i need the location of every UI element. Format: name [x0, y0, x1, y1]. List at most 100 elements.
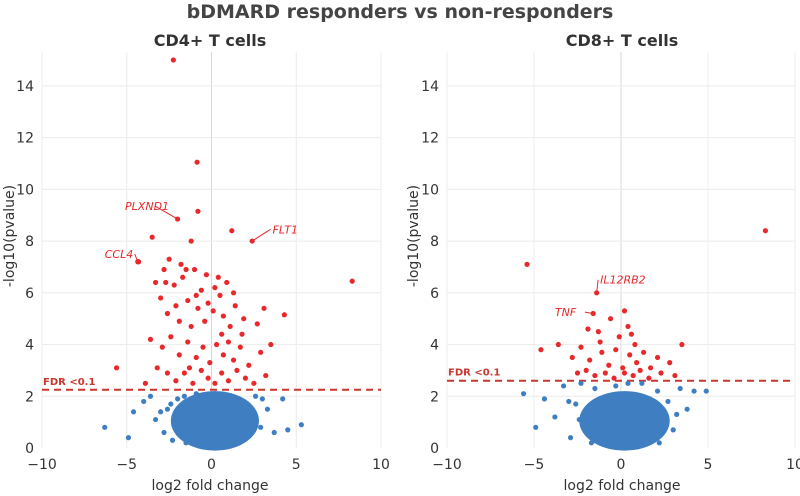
significant-gene-point — [620, 365, 626, 371]
non-significant-gene-point — [207, 429, 213, 436]
volcano-plot-cd4: FDR <0.1 PLXND1 CCL4 FLT1 −10 −5 0 5 10 0 2 4 6 8 10… — [2, 31, 390, 494]
significant-gene-point — [599, 349, 605, 355]
significant-gene-point — [198, 367, 204, 373]
significant-gene-point — [159, 344, 165, 350]
significant-gene-point — [241, 316, 247, 322]
fdr-threshold: FDR <0.1 — [42, 377, 381, 391]
non-significant-gene-point — [203, 398, 210, 405]
y-tick-label: 14 — [421, 79, 439, 95]
y-tick-label: 4 — [430, 338, 439, 354]
significant-gene-point — [202, 318, 208, 324]
gene-label-leader — [134, 253, 139, 262]
significant-gene-point — [646, 375, 652, 381]
significant-gene-point — [647, 365, 654, 371]
non-significant-gene-point — [541, 396, 548, 402]
non-significant-gene-point — [175, 396, 181, 402]
significant-gene-point — [180, 274, 186, 280]
grid — [41, 52, 382, 448]
non-significant-gene-point — [630, 429, 636, 436]
gene-label-leader — [584, 311, 594, 314]
significant-gene-point — [191, 266, 198, 273]
significant-gene-point — [616, 334, 622, 340]
non-significant-gene-point — [670, 427, 676, 433]
significant-gene-point — [637, 367, 643, 373]
non-significant-gene-point — [285, 427, 291, 433]
significant-gene-point — [654, 354, 661, 361]
fdr-threshold: FDR <0.1 — [447, 368, 795, 382]
significant-gene-point — [113, 365, 120, 371]
axis-ticks: −10 −5 0 5 10 0 2 4 6 8 10 12 14 — [16, 79, 390, 473]
non-significant-gene-point — [583, 422, 589, 428]
significant-gene-point — [227, 323, 233, 330]
significant-gene-point — [234, 367, 240, 373]
significant-gene-point — [147, 336, 154, 342]
significant-gene-point — [219, 370, 225, 376]
non-significant-gene-point — [684, 406, 690, 412]
x-tick-label: −10 — [432, 457, 462, 473]
significant-gene-point — [261, 305, 267, 311]
significant-gene-point — [198, 287, 204, 293]
significant-gene-point — [163, 279, 169, 286]
significant-gene-point — [152, 279, 159, 286]
significant-gene-point — [164, 370, 171, 376]
non-significant-gene-point — [634, 424, 640, 430]
gene-annotations: IL12RB2 TNF — [555, 274, 646, 319]
y-tick-label: 8 — [430, 234, 439, 250]
significant-gene-point — [621, 370, 628, 376]
gene-label-leader — [596, 279, 599, 293]
x-tick-label: 5 — [292, 457, 301, 473]
non-significant-gene-point — [224, 393, 230, 399]
x-tick-label: 10 — [372, 457, 390, 473]
significant-gene-point — [161, 266, 167, 273]
significant-gene-point — [188, 238, 194, 244]
non-significant-gene-point — [599, 416, 605, 423]
significant-gene-point — [185, 339, 191, 345]
significant-gene-point — [154, 365, 160, 371]
x-tick-label: −10 — [27, 457, 57, 473]
axis-ticks: −10 −5 0 5 10 0 2 4 6 8 10 12 14 — [421, 79, 800, 473]
non-significant-gene-point — [181, 393, 187, 399]
non-significant-gene-point — [227, 432, 233, 438]
gene-label-leader — [154, 205, 178, 220]
non-significant-gene-point — [178, 419, 184, 425]
significant-gene-point — [217, 292, 223, 298]
significant-gene-point — [170, 57, 176, 63]
significant-gene-point — [268, 341, 274, 348]
significant-gene-point — [207, 360, 213, 366]
non-significant-gene-point — [193, 391, 199, 397]
non-significant-gene-point — [613, 383, 619, 389]
non-significant-gene-point — [229, 398, 235, 405]
non-significant-gene-point — [183, 440, 189, 446]
significant-gene-point — [166, 256, 172, 262]
gene-label: CCL4 — [105, 248, 134, 261]
non-significant-gene-point — [130, 409, 137, 415]
y-tick-label: 0 — [430, 441, 439, 457]
significant-gene-point — [173, 303, 179, 309]
non-significant-gene-point — [618, 414, 624, 420]
significant-gene-point — [667, 360, 673, 366]
non-significant-gene-point — [703, 388, 709, 394]
significant-gene-point — [569, 354, 575, 361]
non-significant-gene-point — [161, 429, 167, 436]
non-significant-gene-point — [200, 442, 206, 449]
significant-gene-point — [555, 341, 561, 348]
y-tick-label: 8 — [25, 234, 34, 250]
significant-gene-point — [176, 318, 182, 324]
data-points — [520, 228, 769, 451]
panel-title: CD8+ T cells — [566, 31, 678, 50]
non-significant-gene-point — [656, 440, 662, 446]
significant-gene-point — [597, 339, 603, 345]
x-tick-label: 5 — [704, 457, 713, 473]
x-tick-label: −5 — [116, 457, 137, 473]
non-significant-gene-point — [212, 391, 218, 397]
significant-gene-point — [190, 380, 196, 386]
non-significant-gene-point — [125, 435, 132, 441]
non-significant-gene-point — [660, 416, 666, 423]
non-significant-gene-point — [186, 404, 193, 410]
non-significant-gene-point — [244, 404, 250, 410]
non-significant-gene-point — [215, 424, 221, 430]
significant-gene-point — [183, 266, 189, 273]
significant-gene-point — [672, 372, 678, 379]
non-significant-gene-point — [247, 414, 254, 420]
significant-gene-point — [195, 305, 201, 311]
